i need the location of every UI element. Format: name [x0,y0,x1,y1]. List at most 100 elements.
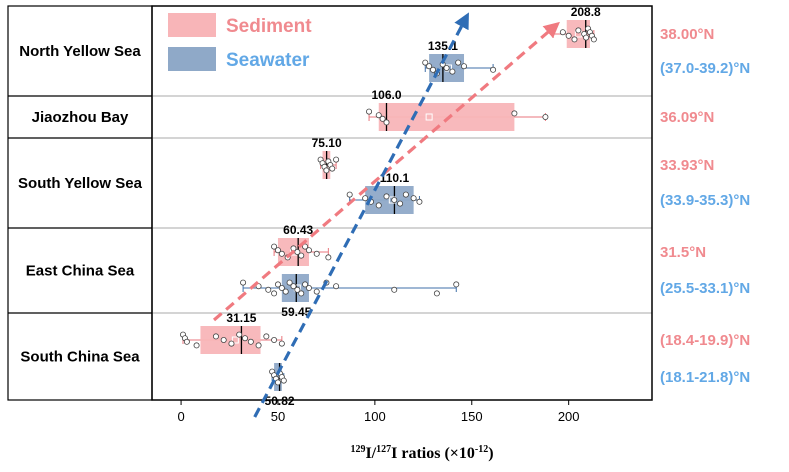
data-point [379,115,386,122]
data-point [193,342,200,349]
data-point [559,29,566,36]
data-point [278,250,285,257]
median-label: 60.43 [283,223,313,237]
box-iqr [378,103,515,131]
latitude-label: 31.5°N [660,244,706,261]
data-point [240,279,247,286]
x-label-text: I ratios (×10 [391,445,475,462]
data-point [298,290,305,297]
data-point [323,167,330,174]
region-label: South Yellow Sea [18,175,143,192]
data-point [271,336,278,343]
latitude-label: 36.09°N [660,109,714,126]
data-point [333,156,340,163]
data-point [430,66,437,73]
box-seawater: 50.82 [265,363,295,408]
box-sediment: 106.0 [366,88,549,131]
data-point [590,36,597,43]
data-point [461,63,468,70]
data-point [511,110,518,117]
data-point [302,243,309,250]
data-point [426,63,433,70]
latitude-label: (18.1-21.8)°N [660,369,750,386]
mean-marker [231,336,239,344]
data-point [449,68,456,75]
data-point [397,200,404,207]
data-point [383,193,390,200]
box-sediment: 75.10 [312,136,342,179]
data-point [271,290,278,297]
x-tick-label: 0 [177,409,184,424]
latitude-label: (33.9-35.3)°N [660,192,750,209]
data-point [443,65,450,72]
x-label-superscript: 127 [376,444,391,455]
data-point [333,283,340,290]
data-point [220,336,227,343]
region-label: South China Sea [20,349,140,366]
data-point [416,198,423,205]
data-point [571,36,578,43]
x-tick-label: 50 [271,409,285,424]
x-label-superscript: 129 [350,444,365,455]
latitude-label: (18.4-19.9)°N [660,332,750,349]
x-tick-label: 100 [364,409,386,424]
median-label: 106.0 [371,88,401,102]
box-seawater: 135.1 [422,39,497,82]
data-point [305,247,312,254]
data-point [542,114,549,121]
data-point [575,27,582,34]
data-point [455,59,462,66]
data-point [313,288,320,295]
median-label: 59.45 [281,305,311,319]
data-point [402,191,409,198]
region-label: Jiaozhou Bay [32,109,129,126]
median-label: 75.10 [312,136,342,150]
data-point [391,196,398,203]
data-point [274,379,281,386]
legend-label-sediment: Sediment [226,16,312,37]
legend-label-seawater: Seawater [226,50,310,71]
data-point [183,338,190,345]
latitude-label: 38.00°N [660,26,714,43]
data-point [453,281,460,288]
legend-swatch-seawater [168,47,216,71]
data-point [313,250,320,257]
data-point [433,290,440,297]
data-point [290,283,297,290]
data-point [265,286,272,293]
data-point [391,286,398,293]
data-point [410,195,417,202]
median-label: 50.82 [265,394,295,408]
plot-frame [151,5,653,401]
data-point [278,284,285,291]
x-label-text: I/ [365,445,376,462]
box-sediment: 208.8 [550,5,601,48]
data-point [247,338,254,345]
x-label-text: ) [488,445,493,462]
median-label: 31.15 [226,311,256,325]
data-point [422,59,429,66]
data-point [274,281,281,288]
data-point [263,333,270,340]
data-point [346,191,353,198]
data-point [375,112,382,119]
data-point [565,32,572,39]
data-point [294,286,301,293]
data-point [255,342,262,349]
data-point [490,66,497,73]
data-point [282,288,289,295]
median-label: 208.8 [571,5,601,19]
box-sediment: 31.15 [180,311,285,354]
region-label: North Yellow Sea [19,43,141,60]
legend-swatch-sediment [168,13,216,37]
data-point [278,340,285,347]
data-point [375,202,382,209]
data-point [583,34,590,41]
data-point [274,247,281,254]
category-panel-frame [7,5,153,401]
median-label: 110.1 [380,171,410,185]
data-point [362,195,369,202]
data-point [212,333,219,340]
data-point [298,252,305,259]
